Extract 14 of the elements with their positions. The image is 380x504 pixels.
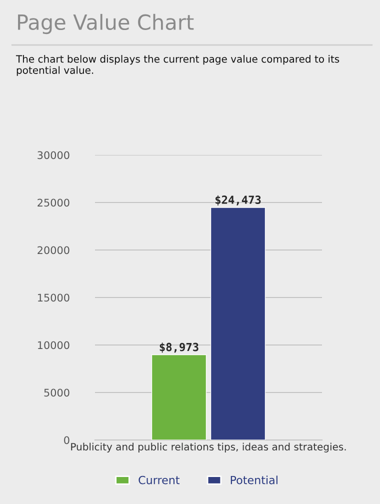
y-tick-label: 15000	[38, 294, 70, 302]
y-tick-label: 5000	[44, 388, 70, 397]
legend-label: Potential	[230, 476, 278, 484]
y-tick-label: 30000	[38, 151, 70, 160]
x-tick-label: Publicity and public relations tips, ideas and strategies.	[71, 442, 346, 452]
y-tick-label: 0	[64, 436, 70, 444]
legend-label: Current	[138, 476, 180, 484]
data-label: $8,973	[160, 342, 198, 353]
data-label: $24,473	[215, 195, 261, 206]
chart-subtitle: The chart below displays the current page value compared to its potential value.	[16, 55, 340, 76]
y-tick-label: 10000	[38, 341, 70, 350]
chart-title: Page Value Chart	[18, 14, 194, 34]
y-tick-label: 20000	[38, 246, 70, 254]
y-tick-label: 25000	[38, 198, 70, 207]
